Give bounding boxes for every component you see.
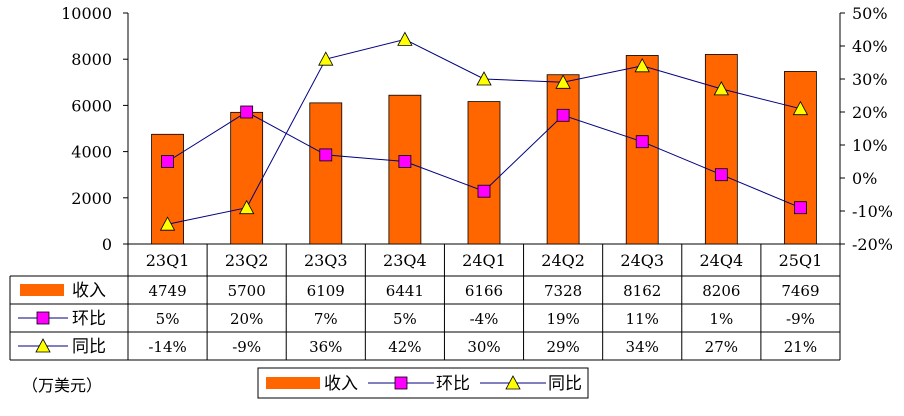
table-cell: 11% [626, 310, 659, 328]
bar-revenue [784, 71, 817, 245]
point-yoy [159, 216, 176, 231]
unit-note: （万美元） [22, 376, 103, 395]
table-cell: 42% [388, 338, 421, 356]
category-label: 23Q2 [225, 251, 269, 270]
table-cell: 7% [314, 310, 338, 328]
table-cell: 20% [230, 310, 263, 328]
bar-revenue [546, 74, 580, 245]
table-cell: -14% [148, 338, 186, 356]
right-tick-label: 50% [852, 4, 888, 23]
point-qoq [556, 108, 570, 122]
point-yoy [634, 57, 650, 73]
legend-key-bar [20, 284, 64, 296]
table-cell: 8162 [623, 282, 661, 300]
legend-label: 同比 [548, 374, 582, 394]
category-label: 24Q3 [620, 251, 664, 270]
table-cell: 1% [709, 310, 733, 328]
legend-label: 环比 [436, 374, 470, 394]
point-qoq [477, 184, 491, 198]
right-tick-label: 20% [852, 103, 888, 122]
table-cell: 34% [626, 338, 659, 356]
table-cell: 8206 [702, 282, 740, 300]
bar-revenue [309, 102, 343, 245]
point-yoy [555, 74, 571, 89]
legend-label: 收入 [324, 374, 358, 394]
legend-key-marker [36, 311, 50, 325]
table-cell: 6166 [465, 282, 503, 300]
point-yoy [318, 51, 334, 66]
bar-revenue [625, 55, 659, 245]
category-label: 24Q2 [541, 251, 585, 270]
point-yoy [476, 71, 492, 86]
table-cell: -9% [232, 338, 261, 356]
table-cell: 36% [309, 338, 342, 356]
table-cell: 27% [705, 338, 738, 356]
legend-marker-yoy [505, 375, 521, 390]
point-yoy [713, 81, 730, 96]
point-qoq [635, 135, 649, 149]
table-cell: 5% [156, 310, 180, 328]
category-label: 23Q3 [304, 251, 348, 270]
table-cell: 6109 [307, 282, 345, 300]
left-tick-label: 10000 [61, 4, 112, 23]
left-tick-label: 0 [102, 235, 112, 254]
table-row-label: 收入 [72, 281, 106, 301]
point-qoq [319, 148, 333, 162]
table-cell: 21% [784, 338, 817, 356]
legend-marker-qoq [394, 376, 408, 390]
table-row-label: 同比 [72, 337, 106, 357]
bar-revenue [467, 101, 501, 245]
bar-revenue [230, 111, 264, 245]
table-cell: 7328 [544, 282, 582, 300]
bar-revenue [388, 94, 422, 245]
point-yoy [397, 31, 413, 46]
right-tick-label: 10% [852, 136, 888, 155]
table-cell: 5% [393, 310, 417, 328]
point-qoq [714, 168, 728, 182]
right-tick-label: 40% [852, 37, 888, 56]
table-cell: 5700 [228, 282, 266, 300]
point-qoq [794, 201, 807, 215]
table-cell: 30% [467, 338, 500, 356]
category-label: 24Q4 [700, 251, 744, 270]
category-label: 23Q1 [146, 251, 190, 270]
table-cell: -4% [470, 310, 499, 328]
table-cell: 4749 [148, 282, 186, 300]
table-row-label: 环比 [72, 309, 106, 329]
category-label: 23Q4 [383, 251, 427, 270]
left-tick-label: 8000 [71, 50, 112, 69]
point-yoy [238, 199, 255, 215]
right-tick-label: 0% [852, 169, 877, 188]
legend-key-marker [35, 338, 51, 353]
left-tick-label: 6000 [71, 96, 112, 115]
category-label: 25Q1 [779, 251, 823, 270]
table-cell: 19% [546, 310, 579, 328]
right-tick-label: -20% [852, 235, 893, 254]
left-tick-label: 2000 [71, 189, 112, 208]
point-qoq [398, 155, 412, 168]
table-cell: 7469 [781, 282, 819, 300]
right-tick-label: 30% [852, 70, 888, 89]
right-tick-label: -10% [852, 202, 893, 221]
point-qoq [161, 155, 174, 168]
table-cell: 6441 [386, 282, 424, 300]
point-qoq [240, 105, 254, 119]
legend-swatch-revenue [266, 377, 320, 389]
point-yoy [792, 100, 809, 116]
table-cell: -9% [786, 310, 815, 328]
left-tick-label: 4000 [71, 143, 112, 162]
table-cell: 29% [546, 338, 579, 356]
category-label: 24Q1 [462, 251, 506, 270]
